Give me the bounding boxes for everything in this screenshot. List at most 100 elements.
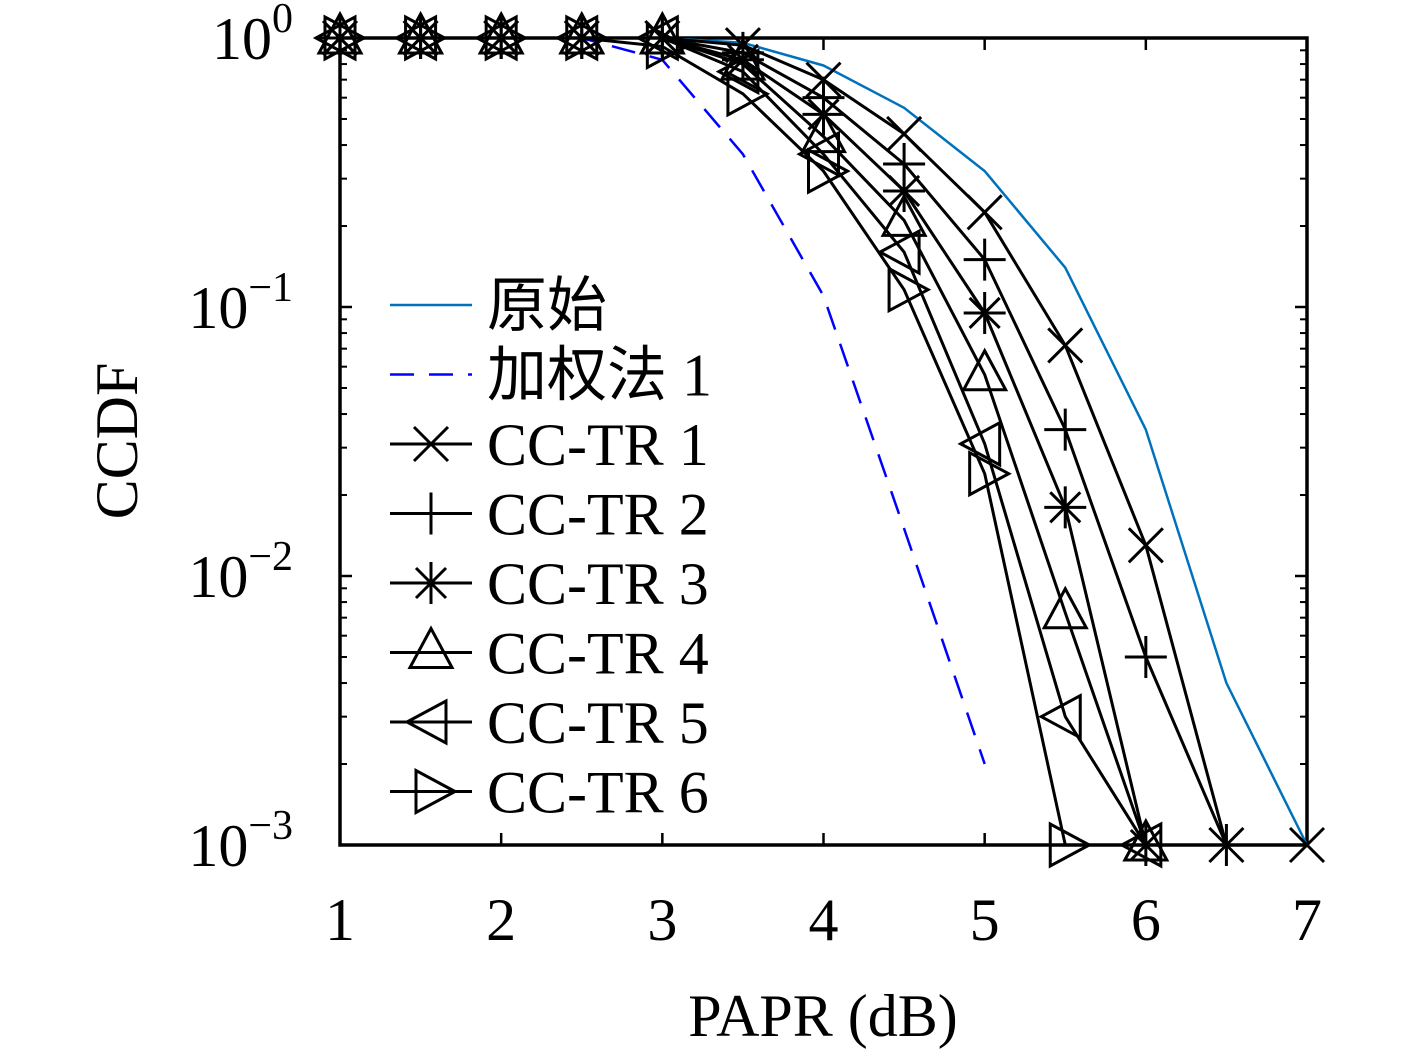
y-tick-label-exponent: −3 <box>248 803 293 849</box>
y-tick-label-exponent: −1 <box>248 265 293 311</box>
series-8 <box>323 14 1093 869</box>
y-tick-label: 10−2 <box>188 534 293 610</box>
legend-label: CC-TR 2 <box>487 482 709 548</box>
series-6-line <box>340 38 1148 845</box>
series-5-point <box>1124 824 1167 866</box>
series-6-point <box>1041 585 1089 630</box>
x-axis-label: PAPR (dB) <box>688 983 958 1049</box>
series-8-point <box>323 14 368 62</box>
y-tick-label-base: 10 <box>212 6 272 72</box>
legend-entry: 原始 <box>390 273 607 339</box>
series-7-point <box>635 14 679 62</box>
series-8-point <box>1048 821 1093 869</box>
series-6-point <box>799 109 848 154</box>
legend-label: CC-TR 1 <box>487 412 709 478</box>
series-8-point <box>484 14 529 62</box>
x-tick-label: 7 <box>1292 887 1322 953</box>
y-tick-label-base: 10 <box>188 813 248 879</box>
legend-entry: CC-TR 6 <box>390 760 709 826</box>
legend-entry: CC-TR 1 <box>390 412 709 478</box>
legend-marker-sample <box>414 767 459 816</box>
series-7-point <box>957 420 1002 468</box>
series-6-point <box>638 10 686 55</box>
series-3-point <box>1047 327 1084 364</box>
y-tick-label-base: 10 <box>188 544 248 610</box>
plot-series <box>312 10 1326 869</box>
series-3-point <box>886 115 923 152</box>
y-axis-label: CCDF <box>84 363 150 520</box>
series-6-point <box>961 347 1009 392</box>
legend-marker-sample <box>407 625 455 669</box>
y-tick-label: 10−3 <box>188 803 293 879</box>
series-8-point <box>645 22 690 70</box>
y-tick-label-exponent: 0 <box>272 0 293 42</box>
series-7-point <box>1118 821 1163 869</box>
legend-marker-sample <box>410 562 452 604</box>
series-5-point <box>883 169 926 212</box>
legend-entry: CC-TR 4 <box>390 621 709 687</box>
series-3-point <box>1127 527 1164 564</box>
series-8-line <box>340 38 1067 845</box>
y-tick-label: 10−1 <box>188 265 293 341</box>
series-8-point <box>968 450 1012 498</box>
x-tick-label: 6 <box>1131 887 1161 953</box>
series-1-line <box>340 38 1307 845</box>
series-8-point <box>565 14 609 62</box>
series-1 <box>340 38 1307 845</box>
series-6-point <box>477 10 525 55</box>
y-tick-label: 100 <box>212 0 293 72</box>
series-7-point <box>876 228 921 276</box>
series-4-point <box>1044 408 1087 451</box>
x-tick-label: 1 <box>325 887 355 953</box>
legend-entry: 加权法 1 <box>390 343 712 409</box>
series-3-point <box>966 194 1003 231</box>
series-7-line <box>340 38 1148 845</box>
series-5-point <box>1044 486 1087 529</box>
y-tick-label-exponent: −2 <box>248 534 293 580</box>
x-tick-labels: 1 2 3 4 5 6 7 <box>325 887 1322 953</box>
legend-label: CC-TR 6 <box>487 760 709 826</box>
series-7-point <box>554 14 599 62</box>
series-7-point <box>715 48 760 96</box>
series-7-point <box>1038 693 1082 741</box>
legend-entry: CC-TR 2 <box>390 482 709 548</box>
x-tick-label: 3 <box>647 887 677 953</box>
legend-label: 原始 <box>487 273 607 339</box>
series-4-point <box>963 238 1006 281</box>
series-5-point <box>963 291 1006 334</box>
series-7 <box>312 14 1163 869</box>
series-4-point <box>1124 635 1167 678</box>
series-7-point <box>796 130 840 178</box>
series-6-point <box>1122 817 1170 862</box>
series-3-point <box>1288 826 1326 864</box>
series-8-point <box>887 266 932 314</box>
legend-label: 加权法 1 <box>487 343 712 409</box>
series-6-point <box>719 36 767 81</box>
series-6-point <box>316 10 364 55</box>
series-8-point <box>726 70 771 118</box>
legend-label: CC-TR 4 <box>487 621 709 687</box>
series-6-point <box>558 10 606 55</box>
axes <box>338 36 1309 847</box>
legend-marker-sample <box>412 425 450 463</box>
legend-marker-sample <box>410 492 452 535</box>
x-tick-label: 2 <box>486 887 516 953</box>
series-6-point <box>880 193 928 237</box>
x-tick-label: 4 <box>809 887 839 953</box>
legend-entry: CC-TR 5 <box>390 690 709 756</box>
series-8-point <box>807 147 851 195</box>
y-tick-label-base: 10 <box>188 275 248 341</box>
x-tick-label: 5 <box>970 887 1000 953</box>
legend-label: CC-TR 5 <box>487 690 709 756</box>
series-6-point <box>397 10 445 55</box>
legend-label: CC-TR 3 <box>487 551 709 617</box>
series-4-point <box>1205 824 1248 866</box>
series-4-line <box>340 38 1228 845</box>
series-6 <box>316 10 1170 862</box>
series-8-point <box>404 14 448 62</box>
legend-entry: CC-TR 3 <box>390 551 709 617</box>
